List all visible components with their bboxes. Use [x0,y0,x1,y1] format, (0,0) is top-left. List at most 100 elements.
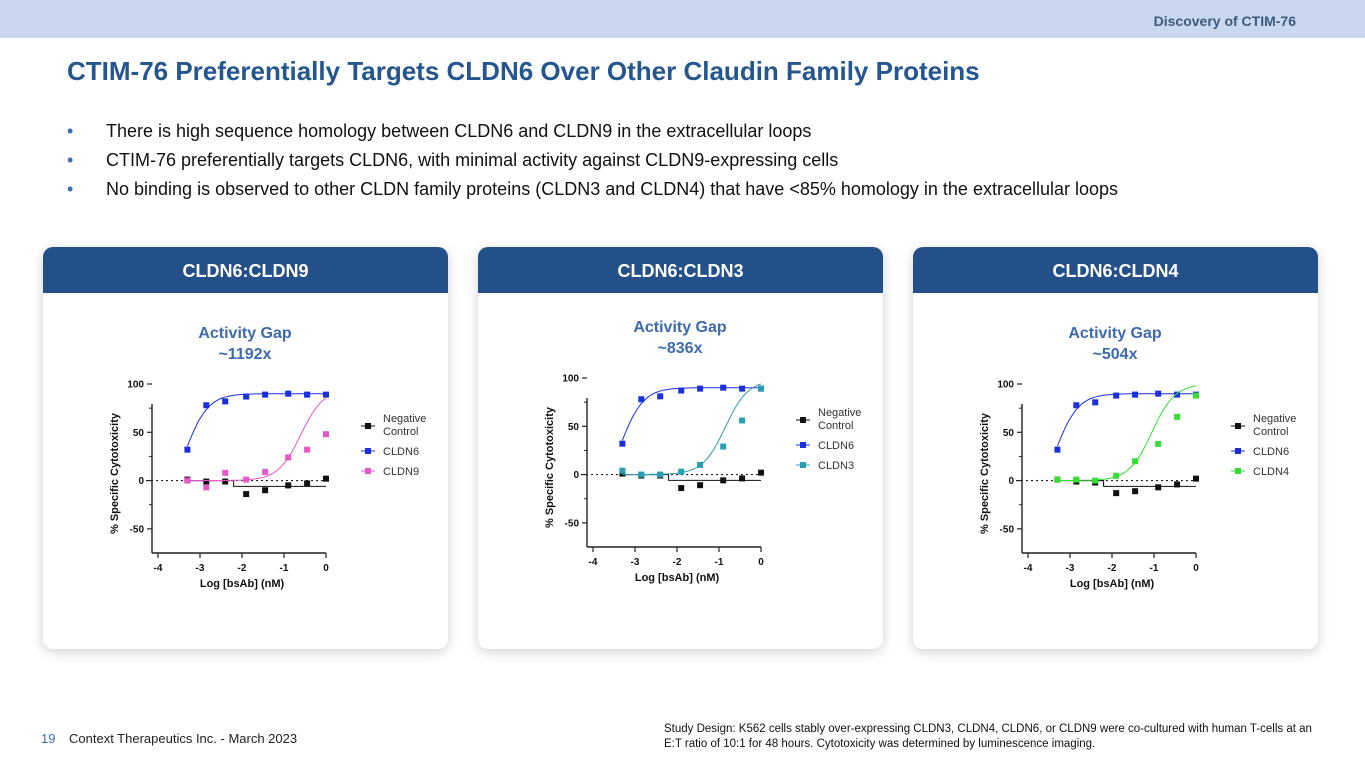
x-tick-label: -4 [154,563,163,574]
footer-company: Context Therapeutics Inc. - March 2023 [69,731,298,746]
y-tick-label: 50 [568,422,580,433]
chart-cldn9: Activity Gap ~1192x -50 0 50 100 -4 -3 -2 -1 0 Log … [109,325,426,590]
x-tick-label: -3 [1066,563,1075,574]
data-point [1155,440,1162,447]
data-point [203,402,210,409]
data-point [758,469,764,476]
section-label: Discovery of CTIM-76 [1153,13,1296,29]
data-point [222,478,229,485]
y-tick-label: -50 [1000,524,1015,535]
legend-marker [800,462,806,468]
data-point [184,446,191,453]
data-point [262,391,269,398]
legend-label: CLDN4 [1253,466,1289,478]
x-tick-label: 0 [1193,563,1199,574]
data-point [739,417,746,424]
legend-label: Control [1253,426,1288,438]
y-tick-label: 0 [573,470,579,481]
chart-title: Activity Gap [198,325,292,342]
data-point [1132,488,1139,495]
chart-title: Activity Gap [1068,325,1162,342]
data-point [720,443,727,450]
bullet-item: • CTIM-76 preferentially targets CLDN6, w… [67,146,1118,175]
y-tick-label: 100 [997,380,1014,391]
data-point [203,484,210,491]
y-axis-label: % Specific Cytotoxicity [109,412,121,534]
chart-subtitle: ~1192x [219,346,272,363]
card-title: CLDN6:CLDN4 [913,247,1318,293]
y-axis-label: % Specific Cytotoxicity [979,412,991,534]
data-point [323,475,329,482]
bullet-text: No binding is observed to other CLDN fam… [106,179,1119,199]
data-point [1193,392,1199,399]
bullet-text: CTIM-76 preferentially targets CLDN6, wi… [106,150,839,170]
x-tick-label: -2 [1108,563,1117,574]
data-point [323,431,329,438]
legend-label: Control [383,426,418,438]
legend-label: Negative [818,407,861,419]
data-point [697,461,704,468]
data-point [678,485,685,492]
data-point [203,478,210,485]
x-tick-label: -1 [280,563,289,574]
data-point [638,396,645,403]
data-point [1054,476,1061,483]
legend-marker [1235,423,1241,429]
x-tick-label: -4 [589,557,598,568]
bullet-icon: • [67,121,74,141]
x-axis-label: Log [bsAb] (nM) [200,578,285,590]
y-tick-label: 100 [127,380,144,391]
data-point [758,385,764,392]
data-point [1073,476,1080,483]
fit-curve [187,397,327,482]
page-title: CTIM-76 Preferentially Targets CLDN6 Ove… [67,56,980,86]
bullet-icon: • [67,179,74,199]
legend-label: Negative [1253,413,1296,425]
chart-title: Activity Gap [633,319,727,336]
data-point [243,393,250,400]
chart-subtitle: ~504x [1093,346,1138,363]
bullet-item: • No binding is observed to other CLDN fa… [67,175,1118,204]
data-point [323,391,329,398]
y-tick-label: 0 [1008,476,1014,487]
legend-marker [800,442,806,448]
data-point [1113,472,1120,479]
legend-marker [365,468,371,474]
x-tick-label: -2 [238,563,247,574]
legend-label: CLDN3 [818,460,854,472]
page-number: 19 [41,731,56,746]
data-point [304,446,311,453]
y-tick-label: 0 [138,476,144,487]
data-point [739,475,746,482]
bullet-icon: • [67,150,74,170]
data-point [657,393,664,400]
data-point [720,477,727,484]
fit-curve [1057,385,1197,481]
bullet-list: • There is high sequence homology between… [67,117,1118,204]
y-tick-label: 100 [562,374,579,385]
legend-label: Negative [383,413,426,425]
x-tick-label: -3 [196,563,205,574]
data-point [697,385,704,392]
data-point [262,468,269,475]
data-point [1073,402,1080,409]
legend-label: CLDN6 [383,446,419,458]
bullet-item: • There is high sequence homology between… [67,117,1118,146]
data-point [285,482,292,489]
chart-cldn3: Activity Gap ~836x -50 0 50 100 -4 -3 -2 -1 0 Log [… [544,319,861,584]
data-point [1174,481,1181,488]
data-point [1092,399,1099,406]
data-point [720,384,727,391]
chart-card-cldn4: CLDN6:CLDN4 Activity Gap ~504x -50 0 50 100 -4… [913,247,1318,649]
legend-marker [365,423,371,429]
data-point [1113,490,1120,497]
data-point [1174,391,1181,398]
fit-curve [622,383,762,476]
y-tick-label: 50 [1003,428,1015,439]
legend-marker [1235,448,1241,454]
legend-label: CLDN6 [818,440,854,452]
fit-curve [186,393,326,447]
data-point [1193,475,1199,482]
